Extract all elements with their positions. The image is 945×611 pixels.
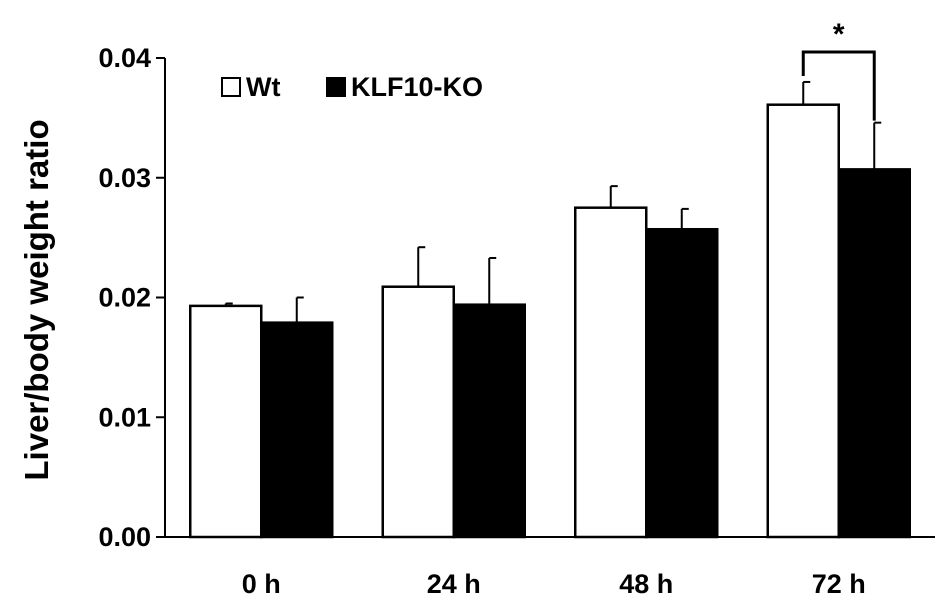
legend-label-wt: Wt [246,72,280,102]
y-axis-title: Liver/body weight ratio [18,119,55,480]
bar-klf10-ko-24h [452,303,526,539]
legend: Wt KLF10-KO [221,72,483,102]
tick-label-group: 0.00 0.01 0.02 0.03 0.04 0 h 24 h 48 h 72 h [98,43,865,599]
y-tick-label: 0.00 [98,522,151,552]
bar-wt-24h [381,285,455,539]
x-tick-label: 24 h [427,569,481,599]
x-tick-label: 48 h [619,569,673,599]
y-tick-label: 0.03 [98,163,151,193]
significance-annotation: * [801,18,876,121]
significance-star: * [833,18,845,51]
legend-swatch-klf10-ko [326,77,346,97]
y-tick-label: 0.04 [98,43,151,73]
legend-swatch-wt [221,77,241,97]
bar-wt-0h [189,304,263,539]
x-tick-label: 72 h [812,569,866,599]
bar-klf10-ko-72h [837,168,911,539]
y-tick-label: 0.01 [98,402,151,432]
bar-wt-72h [766,103,840,539]
bar-klf10-ko-0h [260,321,334,539]
significance-bracket [801,50,876,121]
bar-group [189,103,911,539]
legend-label-klf10-ko: KLF10-KO [351,72,483,102]
y-tick-label: 0.02 [98,283,151,313]
x-tick-label: 0 h [242,569,281,599]
error-bar-group [224,80,882,323]
bar-klf10-ko-48h [645,227,719,539]
bar-wt-48h [574,206,648,539]
